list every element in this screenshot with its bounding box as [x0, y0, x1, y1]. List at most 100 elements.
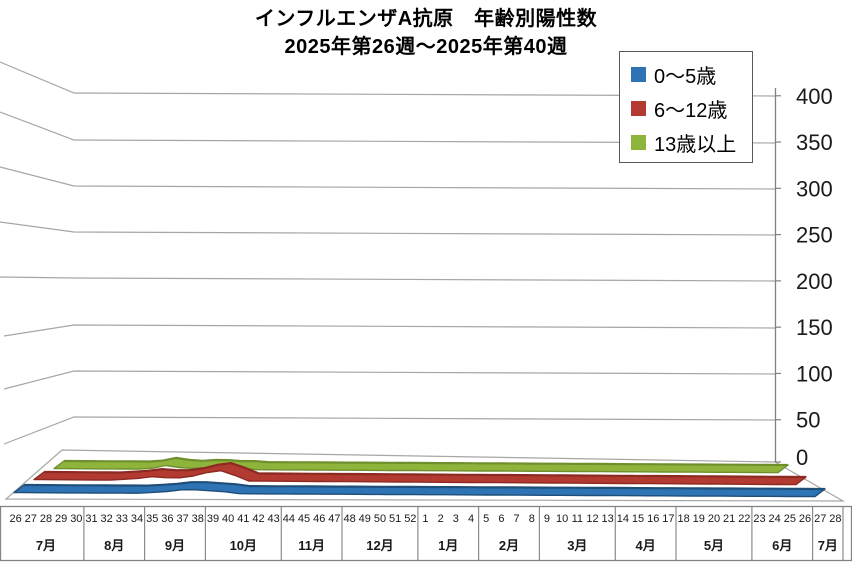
chart-title: インフルエンザA抗原 年齢別陽性数 — [254, 8, 598, 30]
week-number-label: 19 — [693, 513, 705, 525]
ribbon-top-edge-13歳以上 — [64, 456, 788, 467]
week-number-label: 35 — [146, 513, 158, 525]
week-number-label: 40 — [222, 513, 234, 525]
month-label: 7月 — [818, 538, 838, 553]
week-number-label: 22 — [738, 513, 750, 525]
week-number-label: 23 — [753, 513, 765, 525]
week-number-label: 41 — [237, 513, 249, 525]
y-axis-tick-label: 300 — [796, 176, 833, 201]
week-number-label: 21 — [723, 513, 735, 525]
week-number-label: 28 — [829, 513, 841, 525]
month-label: 5月 — [704, 538, 724, 553]
month-label: 1月 — [438, 538, 458, 553]
week-number-label: 12 — [586, 513, 598, 525]
legend: 0～5歳 6～12歳 13歳以上 — [619, 51, 753, 163]
week-number-label: 13 — [602, 513, 614, 525]
week-number-label: 47 — [328, 513, 340, 525]
week-number-label: 44 — [283, 513, 295, 525]
gridline-300 — [0, 166, 776, 190]
week-number-label: 14 — [617, 513, 629, 525]
week-number-label: 20 — [708, 513, 720, 525]
week-number-label: 46 — [313, 513, 325, 525]
legend-item-0-5: 0～5歳 — [631, 57, 752, 91]
week-number-label: 30 — [70, 513, 82, 525]
week-number-label: 34 — [131, 513, 143, 525]
gridline-400 — [0, 61, 776, 97]
legend-item-6-12: 6～12歳 — [631, 91, 752, 125]
week-number-label: 36 — [161, 513, 173, 525]
week-number-label: 6 — [498, 513, 504, 525]
month-label: 7月 — [36, 538, 56, 553]
month-label: 2月 — [499, 538, 519, 553]
week-number-label: 38 — [192, 513, 204, 525]
legend-label: 6～12歳 — [654, 99, 728, 122]
week-number-label: 43 — [268, 513, 280, 525]
legend-color-swatch-icon — [631, 66, 646, 82]
week-number-label: 27 — [25, 513, 37, 525]
month-label: 3月 — [567, 538, 587, 553]
chart-subtitle: 2025年第26週～2025年第40週 — [284, 36, 568, 58]
week-number-label: 11 — [572, 513, 583, 525]
week-number-label: 49 — [359, 513, 371, 525]
week-number-label: 5 — [483, 513, 489, 525]
week-number-label: 52 — [404, 513, 416, 525]
y-axis-tick-label: 0 — [796, 445, 808, 470]
week-number-label: 15 — [632, 513, 644, 525]
week-number-label: 18 — [677, 513, 689, 525]
week-number-label: 37 — [176, 513, 188, 525]
gridline-150 — [3, 324, 776, 337]
week-number-label: 17 — [662, 513, 674, 525]
month-label: 9月 — [165, 538, 185, 553]
week-number-label: 10 — [556, 513, 568, 525]
week-number-label: 45 — [298, 513, 310, 525]
gridline-350 — [0, 111, 776, 144]
legend-color-swatch-icon — [631, 134, 646, 150]
week-number-label: 39 — [207, 513, 219, 525]
y-axis-tick-label: 350 — [796, 130, 833, 155]
legend-label: 0～5歳 — [654, 65, 717, 88]
y-axis-tick-label: 50 — [796, 408, 820, 433]
week-number-label: 25 — [784, 513, 796, 525]
legend-item-13plus: 13歳以上 — [631, 125, 752, 159]
chart-title-block: インフルエンザA抗原 年齢別陽性数 2025年第26週～2025年第40週 — [0, 5, 852, 61]
week-number-label: 26 — [9, 513, 21, 525]
month-label: 6月 — [772, 538, 792, 553]
week-number-label: 8 — [529, 513, 535, 525]
week-number-label: 1 — [422, 513, 428, 525]
ribbon-top-edge-6～12歳 — [44, 462, 806, 479]
week-number-label: 2 — [438, 513, 444, 525]
y-axis-tick-label: 400 — [796, 84, 833, 109]
legend-label: 13歳以上 — [654, 133, 737, 156]
week-number-label: 27 — [814, 513, 826, 525]
week-number-label: 24 — [769, 513, 781, 525]
week-number-label: 4 — [468, 513, 474, 525]
week-number-label: 48 — [343, 513, 355, 525]
y-axis-tick-label: 100 — [796, 361, 833, 386]
week-number-label: 26 — [799, 513, 811, 525]
week-number-label: 50 — [374, 513, 386, 525]
gridline-250 — [0, 221, 776, 236]
week-number-label: 33 — [116, 513, 128, 525]
gridline-50 — [3, 416, 776, 445]
week-number-label: 9 — [544, 513, 550, 525]
gridline-200 — [0, 276, 776, 282]
legend-color-swatch-icon — [631, 100, 646, 116]
week-number-label: 29 — [55, 513, 67, 525]
week-number-label: 42 — [252, 513, 264, 525]
gridline-100 — [3, 370, 776, 390]
month-label: 11月 — [298, 538, 325, 553]
y-axis-tick-label: 200 — [796, 269, 833, 294]
ribbon-top-edge-0～5歳 — [24, 481, 825, 491]
week-number-label: 31 — [85, 513, 97, 525]
week-number-label: 3 — [453, 513, 459, 525]
month-label: 4月 — [636, 538, 656, 553]
month-label: 10月 — [230, 538, 257, 553]
week-number-label: 16 — [647, 513, 659, 525]
y-axis-tick-label: 250 — [796, 223, 833, 248]
week-number-label: 7 — [514, 513, 520, 525]
month-label: 8月 — [104, 538, 124, 553]
week-number-label: 32 — [101, 513, 113, 525]
week-number-label: 51 — [389, 513, 401, 525]
